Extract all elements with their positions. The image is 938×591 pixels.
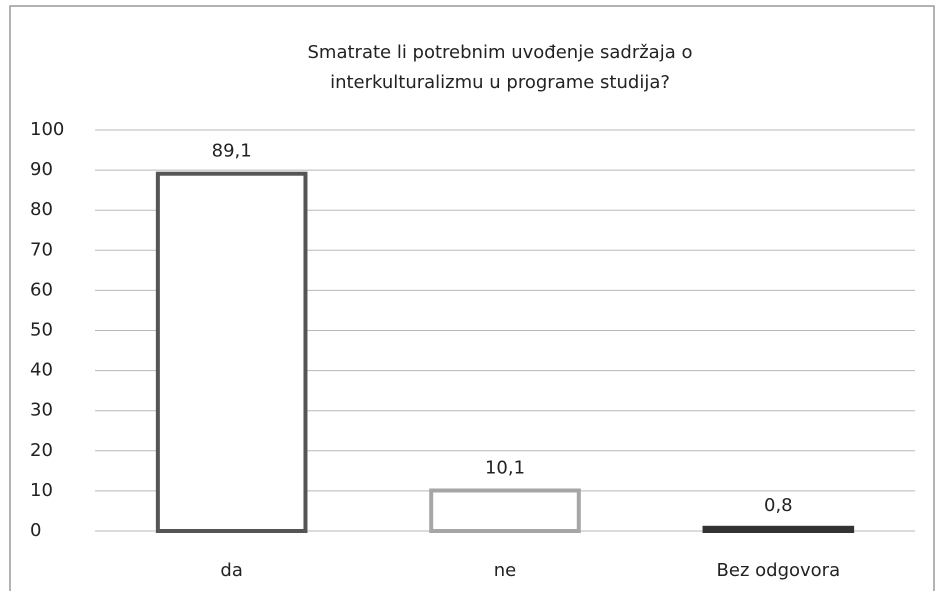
y-tick-label: 80 <box>30 199 53 220</box>
bar <box>702 525 855 533</box>
bar <box>429 488 581 533</box>
y-tick-label: 20 <box>30 440 53 461</box>
y-tick-label: 100 <box>30 119 64 140</box>
y-tick-label: 70 <box>30 239 53 260</box>
value-label: 0,8 <box>764 495 793 516</box>
chart-title: Smatrate li potrebnim uvođenje sadržaja … <box>307 42 693 93</box>
value-label: 10,1 <box>485 457 525 478</box>
x-tick-label: ne <box>494 560 516 581</box>
y-tick-label: 60 <box>30 279 53 300</box>
y-tick-label: 40 <box>30 360 53 381</box>
y-tick-label: 0 <box>30 520 41 541</box>
y-tick-label: 30 <box>30 400 53 421</box>
y-tick-label: 90 <box>30 159 53 180</box>
value-label: 89,1 <box>212 141 252 162</box>
x-tick-label: da <box>220 560 242 581</box>
x-tick-label: Bez odgovora <box>717 560 841 581</box>
y-tick-label: 10 <box>30 480 53 501</box>
y-tick-label: 50 <box>30 320 53 341</box>
chart-frame <box>9 5 935 591</box>
bar <box>155 171 308 533</box>
